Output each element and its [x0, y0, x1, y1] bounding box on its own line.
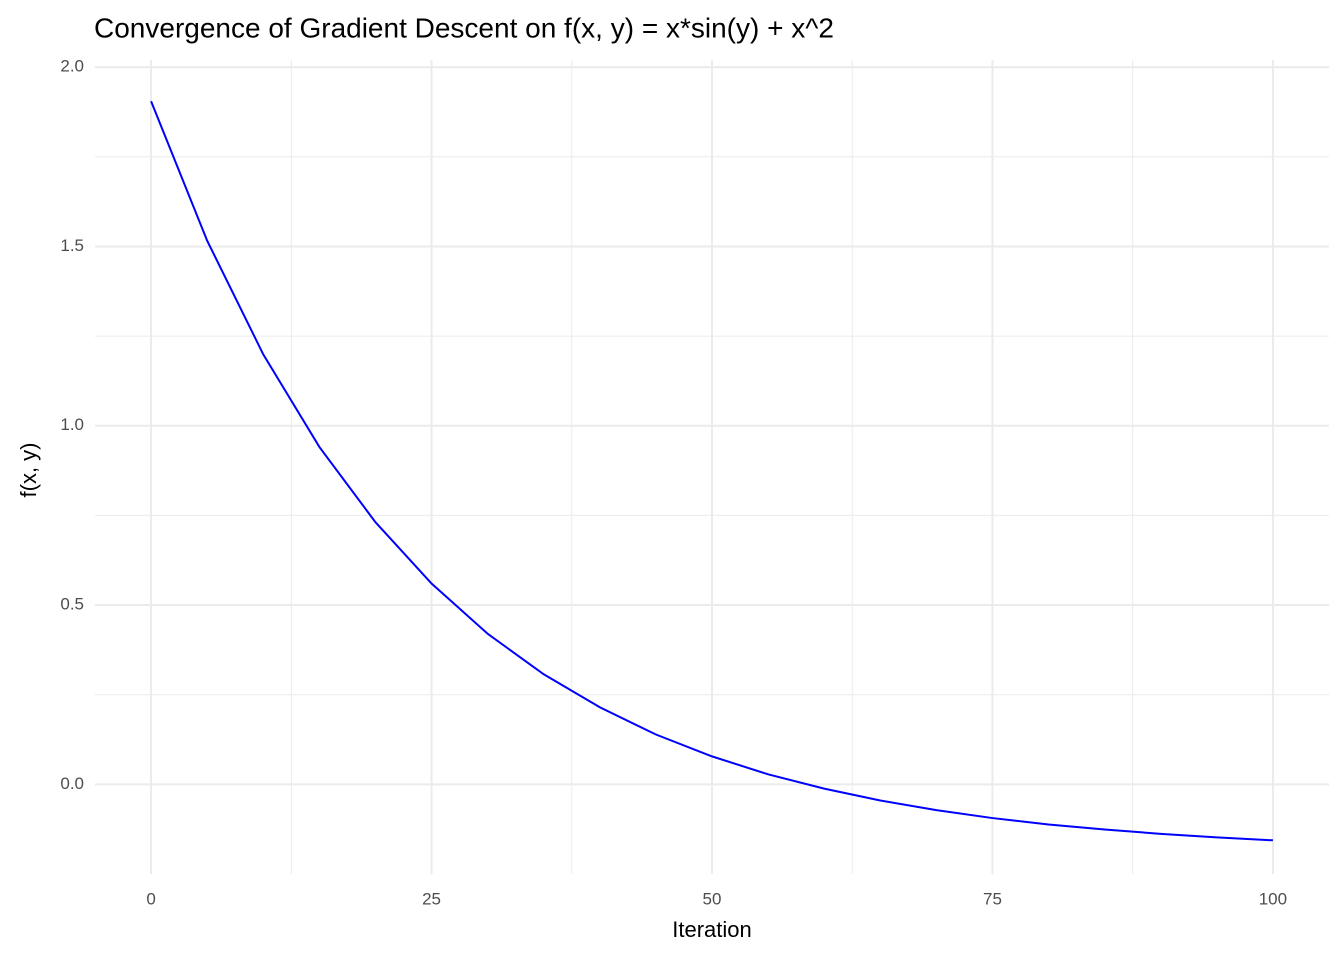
x-axis-title: Iteration: [672, 917, 752, 942]
y-tick-label: 1.5: [60, 236, 84, 255]
y-tick-label: 2.0: [60, 57, 84, 76]
y-axis-title: f(x, y): [16, 443, 41, 498]
x-tick-label: 100: [1259, 889, 1287, 908]
data-line: [150, 100, 1273, 842]
x-tick-label: 50: [703, 889, 722, 908]
y-tick-label: 1.0: [60, 415, 84, 434]
x-tick-label: 75: [983, 889, 1002, 908]
chart-title: Convergence of Gradient Descent on f(x, …: [94, 12, 834, 43]
y-tick-label: 0.5: [60, 595, 84, 614]
y-tick-label: 0.0: [60, 774, 84, 793]
x-tick-label: 0: [146, 889, 155, 908]
x-tick-label: 25: [422, 889, 441, 908]
